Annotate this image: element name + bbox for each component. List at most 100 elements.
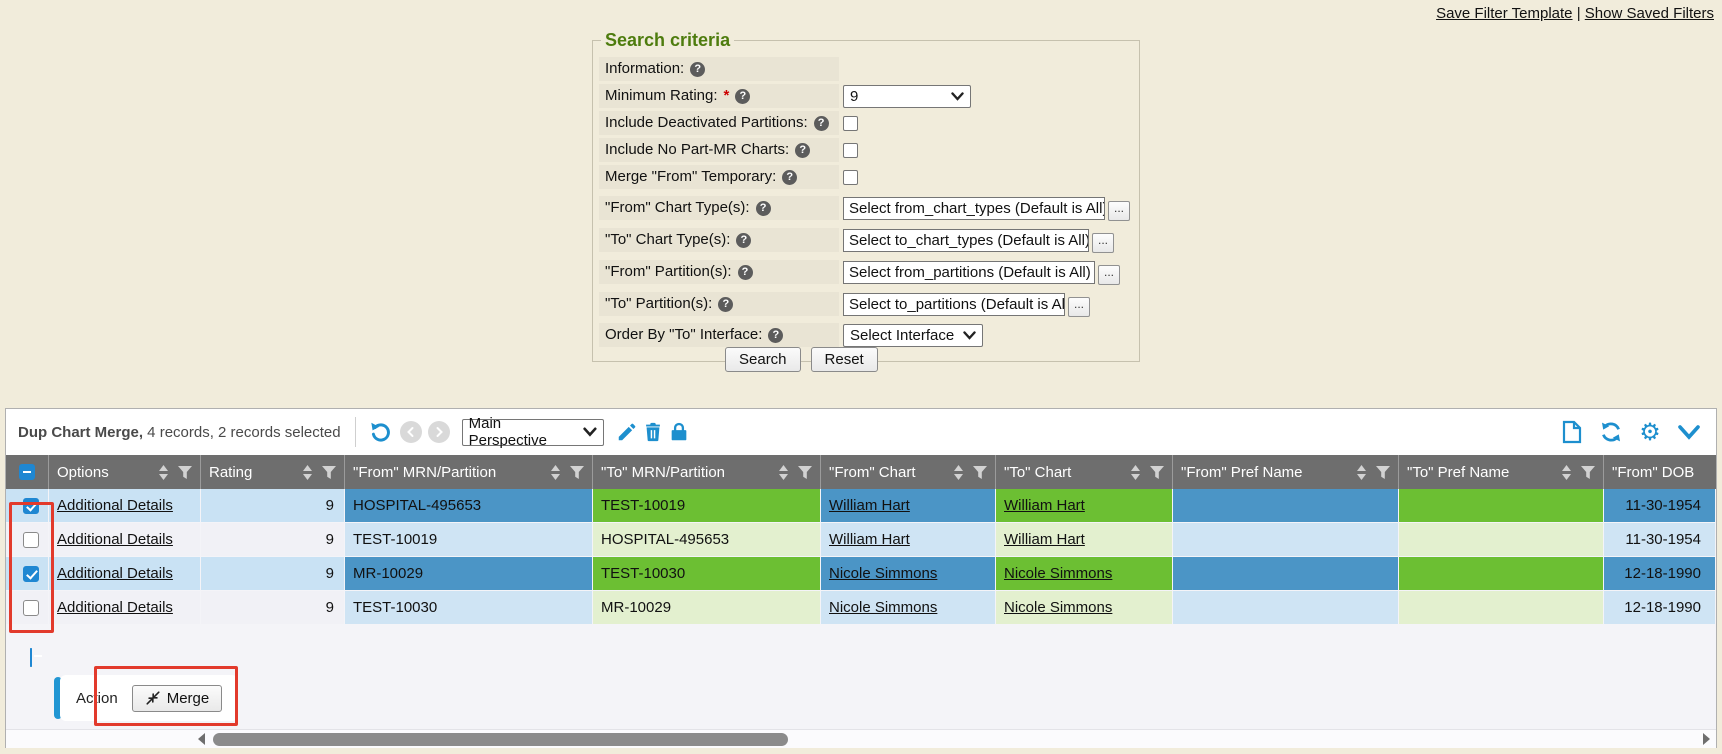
sort-icon[interactable]	[549, 464, 562, 481]
include-deactivated-checkbox[interactable]	[843, 115, 858, 131]
new-document-icon[interactable]	[1559, 419, 1585, 445]
sort-icon[interactable]	[777, 464, 790, 481]
from-chart-link[interactable]: Nicole Simmons	[829, 599, 938, 616]
help-icon[interactable]: ?	[718, 296, 734, 312]
scroll-right-icon[interactable]	[1703, 733, 1710, 745]
to-chart-types-more-button[interactable]: ...	[1092, 233, 1114, 253]
column-header-to-pref-name[interactable]: "To" Pref Name	[1399, 455, 1604, 489]
row-checkbox[interactable]	[23, 497, 39, 514]
search-row-from-chart-types: "From" Chart Type(s): ? Select from_char…	[599, 195, 1131, 221]
reset-button[interactable]: Reset	[810, 347, 878, 372]
additional-details-link[interactable]: Additional Details	[57, 531, 173, 548]
help-icon[interactable]: ?	[795, 142, 811, 158]
to-pref-name-cell	[1399, 591, 1604, 624]
help-icon[interactable]: ?	[737, 264, 753, 280]
additional-details-link[interactable]: Additional Details	[57, 497, 173, 514]
chevron-down-icon	[951, 91, 964, 101]
sort-icon[interactable]	[157, 464, 170, 481]
merge-button[interactable]: Merge	[131, 684, 223, 712]
lock-icon[interactable]	[666, 419, 692, 445]
chevron-down-icon	[963, 330, 976, 340]
gear-icon[interactable]: ⚙	[1639, 418, 1661, 446]
search-row-from-partitions: "From" Partition(s): ? Select from_parti…	[599, 259, 1131, 285]
from-chart-link[interactable]: William Hart	[829, 497, 910, 514]
from-partitions-picker[interactable]: Select from_partitions (Default is All)	[843, 260, 1095, 284]
horizontal-scrollbar[interactable]	[6, 729, 1716, 748]
perspective-select[interactable]: Main Perspective	[461, 415, 604, 449]
additional-details-link[interactable]: Additional Details	[57, 599, 173, 616]
from-chart-link[interactable]: Nicole Simmons	[829, 565, 938, 582]
sort-icon[interactable]	[1560, 464, 1573, 481]
column-header-from-chart[interactable]: "From" Chart	[821, 455, 996, 489]
row-checkbox[interactable]	[23, 599, 39, 616]
show-saved-filters-link[interactable]: Show Saved Filters	[1584, 5, 1714, 22]
filter-links: Save Filter Template | Show Saved Filter…	[1436, 5, 1714, 22]
column-header-options[interactable]: Options	[49, 455, 201, 489]
help-icon[interactable]: ?	[755, 200, 771, 216]
help-icon[interactable]: ?	[813, 115, 829, 131]
refresh-icon[interactable]	[1598, 419, 1624, 445]
footer-select-all-checkbox[interactable]	[30, 648, 32, 667]
table-row: Additional Details 9 HOSPITAL-495653 TES…	[6, 489, 1716, 523]
select-all-checkbox[interactable]	[19, 464, 35, 480]
filter-icon[interactable]	[972, 465, 988, 480]
filter-icon[interactable]	[797, 465, 813, 480]
next-icon[interactable]	[427, 421, 450, 443]
help-icon[interactable]: ?	[690, 61, 706, 77]
from-chart-types-more-button[interactable]: ...	[1108, 201, 1130, 221]
sort-icon[interactable]	[952, 464, 965, 481]
undo-icon[interactable]	[368, 419, 394, 445]
merge-from-temp-checkbox[interactable]	[843, 169, 858, 185]
to-chart-types-picker[interactable]: Select to_chart_types (Default is All)	[843, 228, 1089, 252]
filter-icon[interactable]	[1149, 465, 1165, 480]
grid-header-row: Options Rating "From" MRN/Partition "To"…	[6, 455, 1716, 489]
column-header-from-pref-name[interactable]: "From" Pref Name	[1173, 455, 1399, 489]
column-header-to-mrn[interactable]: "To" MRN/Partition	[593, 455, 821, 489]
scroll-left-icon[interactable]	[198, 733, 205, 745]
to-chart-link[interactable]: Nicole Simmons	[1004, 599, 1113, 616]
column-header-from-dob[interactable]: "From" DOB	[1612, 463, 1695, 481]
column-header-from-mrn[interactable]: "From" MRN/Partition	[345, 455, 593, 489]
search-buttons-row: Search Reset	[725, 347, 878, 372]
information-label: Information: ?	[599, 57, 839, 81]
sort-icon[interactable]	[1355, 464, 1368, 481]
filter-icon[interactable]	[321, 465, 337, 480]
prev-icon[interactable]	[399, 421, 422, 443]
search-button[interactable]: Search	[725, 347, 801, 372]
help-icon[interactable]: ?	[782, 169, 798, 185]
column-header-rating[interactable]: Rating	[201, 455, 345, 489]
help-icon[interactable]: ?	[736, 232, 752, 248]
filter-icon[interactable]	[1580, 465, 1596, 480]
from-partitions-more-button[interactable]: ...	[1098, 265, 1120, 285]
sort-icon[interactable]	[301, 464, 314, 481]
merge-from-temp-label: Merge "From" Temporary: ?	[599, 165, 839, 189]
minimum-rating-select[interactable]: 9	[843, 84, 971, 108]
to-chart-link[interactable]: William Hart	[1004, 497, 1085, 514]
help-icon[interactable]: ?	[768, 327, 784, 343]
from-chart-types-picker[interactable]: Select from_chart_types (Default is All)	[843, 196, 1105, 220]
help-icon[interactable]: ?	[735, 88, 751, 104]
column-header-to-chart[interactable]: "To" Chart	[996, 455, 1173, 489]
scrollbar-thumb[interactable]	[213, 733, 788, 746]
include-nopartmr-checkbox[interactable]	[843, 142, 858, 158]
from-chart-link[interactable]: William Hart	[829, 531, 910, 548]
to-partitions-picker[interactable]: Select to_partitions (Default is All)	[843, 292, 1065, 316]
additional-details-link[interactable]: Additional Details	[57, 565, 173, 582]
to-mrn-cell: MR-10029	[593, 591, 821, 624]
to-partitions-more-button[interactable]: ...	[1068, 297, 1090, 317]
sort-icon[interactable]	[1129, 464, 1142, 481]
row-checkbox[interactable]	[23, 531, 39, 548]
trash-icon[interactable]	[640, 419, 666, 445]
search-row-to-partitions: "To" Partition(s): ? Select to_partition…	[599, 291, 1131, 317]
save-filter-template-link[interactable]: Save Filter Template	[1436, 5, 1573, 22]
filter-icon[interactable]	[1375, 465, 1391, 480]
filter-icon[interactable]	[177, 465, 193, 480]
row-checkbox[interactable]	[23, 565, 39, 582]
search-row-merge-from-temp: Merge "From" Temporary: ?	[599, 165, 1131, 189]
chevron-down-icon[interactable]	[1676, 419, 1702, 445]
filter-icon[interactable]	[569, 465, 585, 480]
order-by-interface-select[interactable]: Select Interface	[843, 323, 983, 347]
pencil-icon[interactable]	[614, 419, 640, 445]
to-chart-link[interactable]: William Hart	[1004, 531, 1085, 548]
to-chart-link[interactable]: Nicole Simmons	[1004, 565, 1113, 582]
